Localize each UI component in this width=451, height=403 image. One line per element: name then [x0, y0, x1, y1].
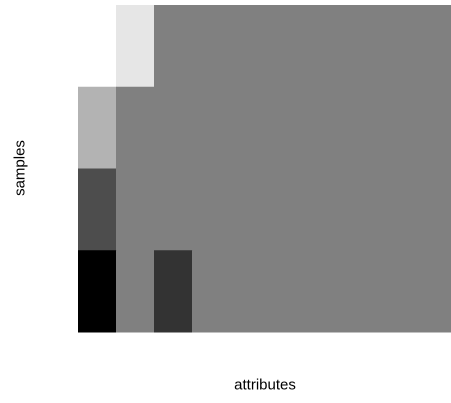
heatmap-cell-r0-c7 [344, 5, 383, 88]
heatmap-cell-r1-c3 [192, 86, 231, 169]
heatmap-cell-r2-c6 [306, 168, 345, 251]
heatmap-cell-r3-c0 [78, 250, 117, 333]
heatmap-cell-r3-c4 [230, 250, 269, 333]
heatmap-cell-r1-c1 [116, 86, 155, 169]
heatmap-cell-r0-c5 [268, 5, 307, 88]
heatmap-cell-r1-c2 [154, 86, 193, 169]
heatmap-cell-r3-c7 [344, 250, 383, 333]
heatmap-cell-r3-c5 [268, 250, 307, 333]
heatmap-cell-r2-c1 [116, 168, 155, 251]
heatmap-cell-r1-c5 [268, 86, 307, 169]
heatmap-cell-r2-c4 [230, 168, 269, 251]
heatmap-cell-r2-c5 [268, 168, 307, 251]
heatmap-cell-r2-c8 [382, 168, 421, 251]
heatmap-cell-r2-c2 [154, 168, 193, 251]
heatmap-cell-r1-c6 [306, 86, 345, 169]
heatmap-cell-r0-c0 [78, 5, 117, 88]
heatmap-cell-r0-c8 [382, 5, 421, 88]
heatmap-cell-r3-c8 [382, 250, 421, 333]
x-axis-label: attributes [234, 376, 296, 394]
heatmap-cell-r2-c3 [192, 168, 231, 251]
heatmap-cell-r1-c0 [78, 86, 117, 169]
heatmap-cell-r3-c2 [154, 250, 193, 333]
heatmap-cell-r0-c9 [420, 5, 451, 88]
heatmap-cell-r0-c2 [154, 5, 193, 88]
heatmap-cell-r1-c8 [382, 86, 421, 169]
heatmap-cell-r3-c3 [192, 250, 231, 333]
heatmap-cell-r2-c7 [344, 168, 383, 251]
heatmap-cell-r0-c4 [230, 5, 269, 88]
heatmap-cell-r1-c9 [420, 86, 451, 169]
heatmap-cell-r0-c3 [192, 5, 231, 88]
heatmap-cell-r0-c6 [306, 5, 345, 88]
heatmap-cell-r3-c6 [306, 250, 345, 333]
y-axis-label: samples [11, 140, 29, 196]
heatmap-cell-r1-c7 [344, 86, 383, 169]
heatmap-cell-r3-c9 [420, 250, 451, 333]
heatmap-cell-r2-c0 [78, 168, 117, 251]
heatmap-cell-r2-c9 [420, 168, 451, 251]
heatmap-cell-r3-c1 [116, 250, 155, 333]
heatmap-cell-r1-c4 [230, 86, 269, 169]
heatmap-cell-r0-c1 [116, 5, 155, 88]
